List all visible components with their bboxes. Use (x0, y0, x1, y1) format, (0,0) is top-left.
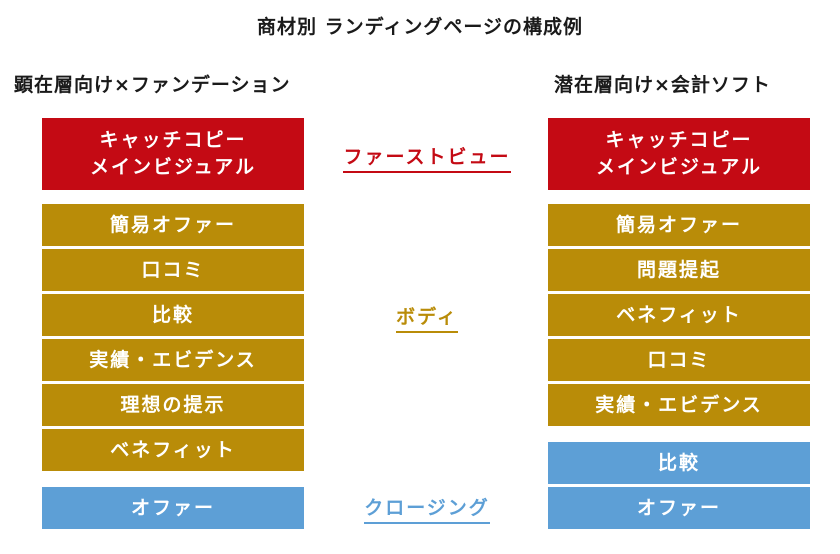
right-body-block: ベネフィット (548, 294, 810, 336)
right-firstview-block: キャッチコピー メインビジュアル (548, 118, 810, 190)
section-label-text: クロージング (364, 497, 490, 524)
right-body-block: 問題提起 (548, 249, 810, 291)
left-body-block: 簡易オファー (42, 204, 304, 246)
diagram-title: 商材別 ランディングページの構成例 (257, 16, 583, 38)
right-closing-block: 比較 (548, 442, 810, 484)
section-label-body: ボディ (312, 302, 542, 333)
right-body-block: 簡易オファー (548, 204, 810, 246)
left-body-block: ベネフィット (42, 429, 304, 471)
section-label-text: ファーストビュー (343, 146, 511, 173)
section-label-text: ボディ (396, 306, 458, 333)
left-body-block: 口コミ (42, 249, 304, 291)
left-body-block: 比較 (42, 294, 304, 336)
left-column-header: 顕在層向け×ファンデーション (14, 74, 291, 96)
right-body-block: 実績・エビデンス (548, 384, 810, 426)
left-firstview-block: キャッチコピー メインビジュアル (42, 118, 304, 190)
left-body-block: 実績・エビデンス (42, 339, 304, 381)
left-closing-block: オファー (42, 487, 304, 529)
right-body-block: 口コミ (548, 339, 810, 381)
left-body-block: 理想の提示 (42, 384, 304, 426)
section-label-closing: クロージング (312, 493, 542, 524)
right-closing-block: オファー (548, 487, 810, 529)
right-column-header: 潜在層向け×会計ソフト (554, 74, 771, 96)
section-label-firstview: ファーストビュー (312, 142, 542, 173)
